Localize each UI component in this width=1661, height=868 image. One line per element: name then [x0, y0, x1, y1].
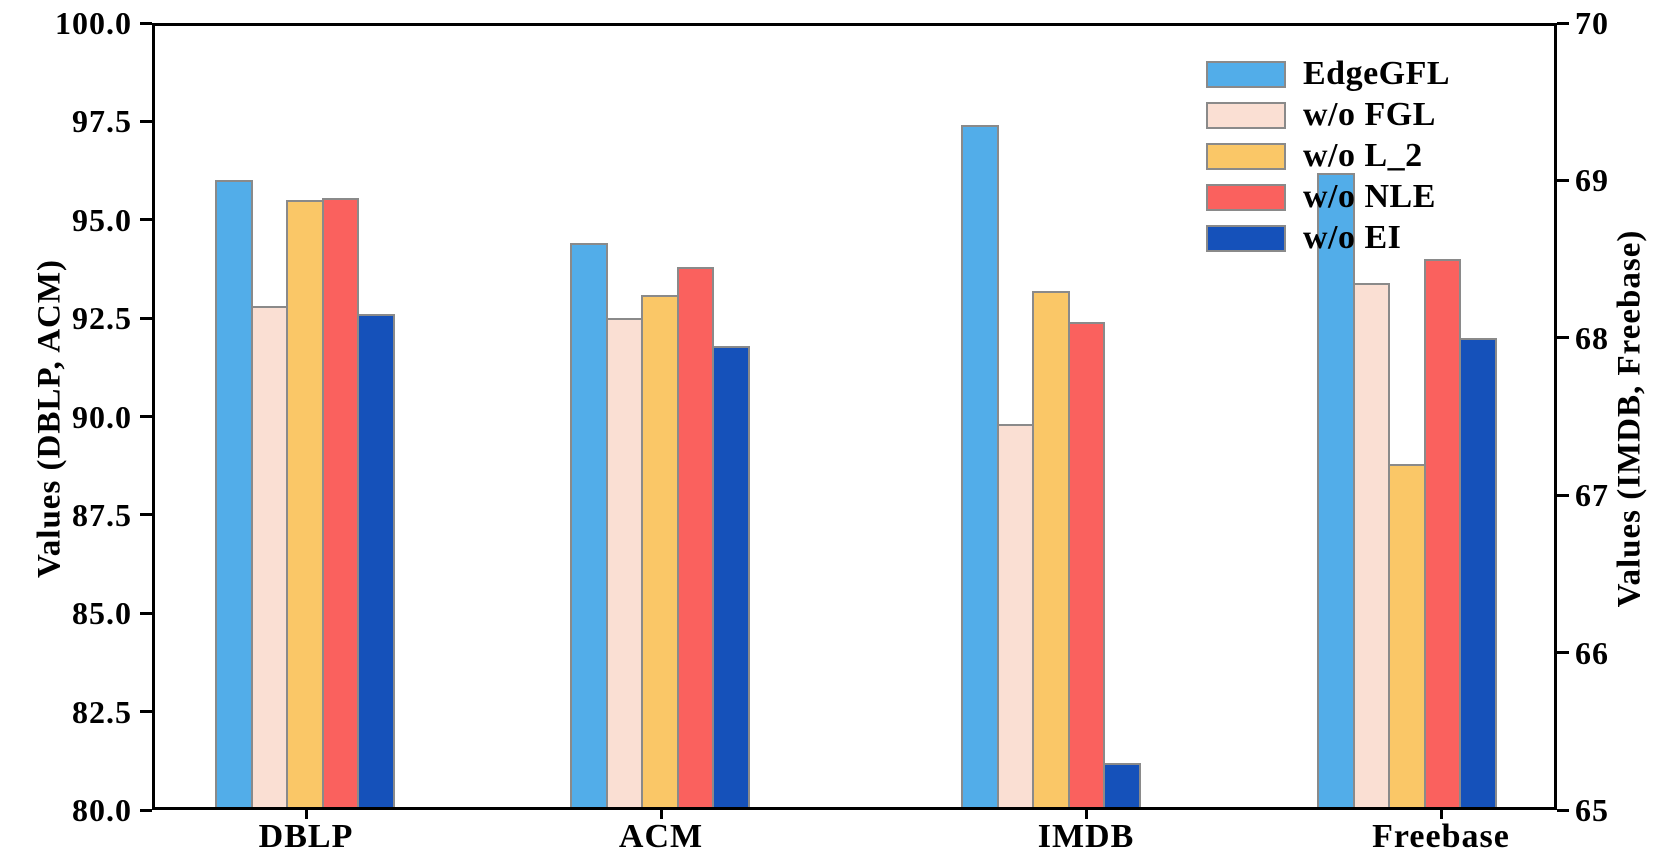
- right-tick-label-70: 70: [1575, 5, 1609, 41]
- x-tick-label-dblp: DBLP: [258, 818, 354, 855]
- legend-row-w-o-nle: w/o NLE: [1206, 178, 1506, 215]
- right-tick-67: [1557, 493, 1569, 497]
- bar-acm-w-o-l-2: [641, 294, 679, 810]
- left-tick-92.5: [140, 316, 152, 320]
- x-tick-label-freebase: Freebase: [1372, 818, 1510, 855]
- bar-freebase-w-o-nle: [1423, 259, 1462, 810]
- bar-imdb-w-o-fgl: [996, 424, 1035, 810]
- x-tick-label-imdb: IMDB: [1037, 818, 1135, 855]
- bar-acm-edgegfl: [570, 243, 608, 810]
- legend-row-w-o-fgl: w/o FGL: [1206, 96, 1506, 133]
- bar-imdb-w-o-nle: [1067, 322, 1106, 810]
- right-tick-label-66: 66: [1575, 634, 1609, 671]
- left-tick-label-85.0: 85.0: [72, 595, 132, 632]
- left-tick-80.0: [140, 808, 152, 812]
- right-tick-70: [1557, 21, 1569, 25]
- right-tick-69: [1557, 178, 1569, 182]
- bar-imdb-w-o-ei: [1103, 762, 1141, 810]
- legend-row-edgegfl: EdgeGFL: [1206, 55, 1506, 92]
- left-tick-90.0: [140, 415, 152, 418]
- left-tick-label-87.5: 87.5: [72, 496, 132, 533]
- right-tick-66: [1557, 651, 1569, 655]
- right-tick-label-69: 69: [1575, 162, 1609, 199]
- left-tick-label-92.5: 92.5: [72, 300, 132, 337]
- legend-label-w-o-nle: w/o NLE: [1303, 178, 1436, 215]
- right-tick-label-67: 67: [1575, 477, 1609, 514]
- left-tick-100.0: [140, 21, 152, 25]
- legend-label-w-o-fgl: w/o FGL: [1303, 96, 1436, 133]
- right-tick-68: [1557, 336, 1569, 340]
- bar-dblp-w-o-ei: [357, 314, 395, 810]
- legend-row-w-o-ei: w/o EI: [1206, 219, 1506, 256]
- left-tick-label-90.0: 90.0: [72, 398, 132, 435]
- legend-swatch-edgegfl: [1206, 61, 1286, 88]
- right-tick-label-65: 65: [1575, 792, 1609, 828]
- bar-dblp-w-o-nle: [321, 198, 360, 810]
- left-tick-85.0: [140, 611, 152, 615]
- bar-acm-w-o-nle: [676, 266, 715, 810]
- left-tick-87.5: [140, 513, 152, 517]
- bar-imdb-edgegfl: [961, 125, 999, 810]
- x-tick-dblp: [304, 810, 308, 819]
- legend-label-edgegfl: EdgeGFL: [1303, 55, 1451, 92]
- left-tick-95.0: [140, 218, 152, 222]
- right-axis-title: Values (IMDB, Freebase): [1611, 229, 1648, 608]
- bar-freebase-w-o-fgl: [1352, 282, 1391, 810]
- left-tick-label-100.0: 100.0: [55, 5, 132, 41]
- legend: EdgeGFL w/o FGL w/o L_2 w/o NLE w/o EI: [1206, 55, 1506, 271]
- left-tick-label-95.0: 95.0: [72, 201, 132, 238]
- legend-label-w-o-ei: w/o EI: [1303, 219, 1402, 256]
- x-tick-label-acm: ACM: [618, 818, 704, 855]
- bar-imdb-w-o-l-2: [1032, 290, 1070, 810]
- x-tick-freebase: [1439, 810, 1443, 819]
- bar-dblp-w-o-l-2: [286, 200, 324, 810]
- x-tick-imdb: [1084, 810, 1088, 819]
- bar-acm-w-o-ei: [712, 345, 750, 810]
- bar-dblp-edgegfl: [215, 180, 253, 810]
- legend-swatch-w-o-ei: [1206, 225, 1286, 252]
- right-tick-label-68: 68: [1575, 319, 1609, 356]
- left-tick-82.5: [140, 710, 152, 714]
- left-tick-label-80.0: 80.0: [72, 792, 132, 828]
- bar-freebase-w-o-ei: [1459, 337, 1497, 810]
- bar-acm-w-o-fgl: [605, 318, 644, 810]
- bar-freebase-w-o-l-2: [1388, 463, 1426, 810]
- right-tick-65: [1557, 808, 1569, 812]
- left-tick-label-97.5: 97.5: [72, 103, 132, 140]
- legend-swatch-w-o-nle: [1206, 184, 1286, 211]
- bar-dblp-w-o-fgl: [250, 306, 289, 810]
- legend-row-w-o-l-2: w/o L_2: [1206, 137, 1506, 174]
- left-tick-97.5: [140, 119, 152, 123]
- legend-swatch-w-o-fgl: [1206, 102, 1286, 129]
- legend-swatch-w-o-l-2: [1206, 143, 1286, 170]
- left-tick-label-82.5: 82.5: [72, 693, 132, 730]
- legend-label-w-o-l-2: w/o L_2: [1303, 137, 1423, 174]
- x-tick-acm: [659, 810, 663, 819]
